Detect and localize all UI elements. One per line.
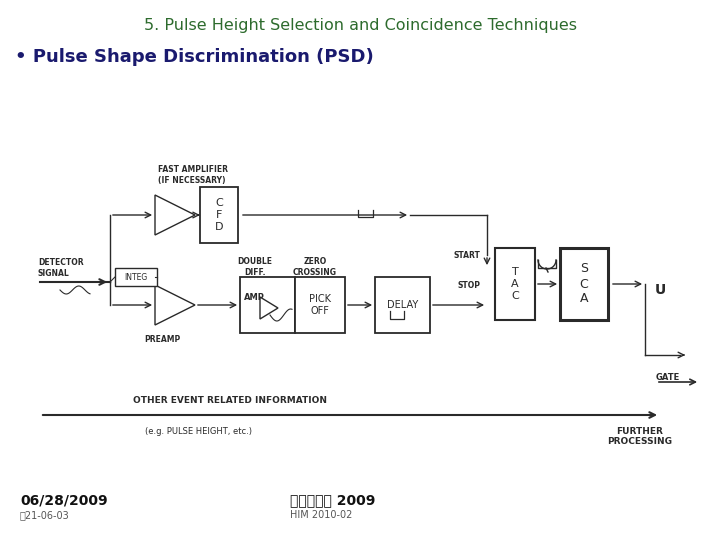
Text: INTEG: INTEG [125, 273, 148, 281]
Text: FURTHER
PROCESSING: FURTHER PROCESSING [608, 427, 672, 447]
Text: AMP: AMP [244, 293, 265, 301]
Bar [295, 277, 345, 333]
Text: DOUBLE
DIFF.: DOUBLE DIFF. [238, 257, 272, 276]
Text: T
A
C: T A C [511, 267, 519, 301]
Text: HIM 2010-02: HIM 2010-02 [290, 510, 352, 520]
Bar [115, 268, 157, 286]
Text: (e.g. PULSE HEIGHT, etc.): (e.g. PULSE HEIGHT, etc.) [145, 427, 252, 436]
Bar [240, 277, 295, 333]
Text: 06/28/2009: 06/28/2009 [20, 493, 107, 507]
Text: GATE: GATE [656, 374, 680, 382]
Text: DETECTOR
SIGNAL: DETECTOR SIGNAL [38, 258, 84, 278]
Bar [495, 248, 535, 320]
Text: STOP: STOP [457, 280, 480, 289]
Text: START: START [453, 251, 480, 260]
Text: FAST AMPLIFIER
(IF NECESSARY): FAST AMPLIFIER (IF NECESSARY) [158, 165, 228, 185]
Text: PREAMP: PREAMP [144, 335, 180, 345]
Text: ZERO
CROSSING: ZERO CROSSING [293, 257, 337, 276]
Text: 시21-06-03: 시21-06-03 [20, 510, 70, 520]
Text: DELAY: DELAY [387, 300, 418, 310]
Bar [200, 187, 238, 243]
Text: • Pulse Shape Discrimination (PSD): • Pulse Shape Discrimination (PSD) [15, 48, 374, 66]
Text: 5. Pulse Height Selection and Coincidence Techniques: 5. Pulse Height Selection and Coincidenc… [143, 18, 577, 33]
Bar [375, 277, 430, 333]
Text: S
C
A: S C A [580, 262, 588, 306]
Text: PICK
OFF: PICK OFF [309, 294, 331, 316]
Text: OTHER EVENT RELATED INFORMATION: OTHER EVENT RELATED INFORMATION [133, 396, 327, 405]
Text: U: U [655, 283, 666, 297]
Bar [560, 248, 608, 320]
Text: C
F
D: C F D [215, 198, 223, 232]
Text: 핵물리학교 2009: 핵물리학교 2009 [290, 493, 375, 507]
